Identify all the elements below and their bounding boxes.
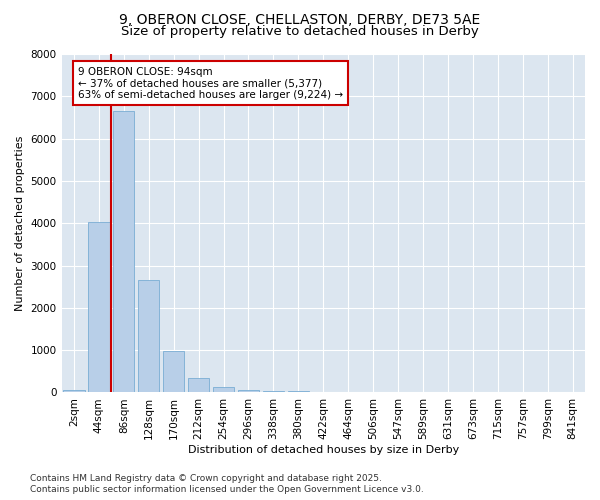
Y-axis label: Number of detached properties: Number of detached properties <box>15 136 25 311</box>
X-axis label: Distribution of detached houses by size in Derby: Distribution of detached houses by size … <box>188 445 459 455</box>
Text: 9 OBERON CLOSE: 94sqm
← 37% of detached houses are smaller (5,377)
63% of semi-d: 9 OBERON CLOSE: 94sqm ← 37% of detached … <box>78 66 343 100</box>
Text: Size of property relative to detached houses in Derby: Size of property relative to detached ho… <box>121 25 479 38</box>
Bar <box>64 390 85 392</box>
Bar <box>288 391 309 392</box>
Bar <box>238 390 259 392</box>
Bar <box>213 387 234 392</box>
Text: 9, OBERON CLOSE, CHELLASTON, DERBY, DE73 5AE: 9, OBERON CLOSE, CHELLASTON, DERBY, DE73… <box>119 12 481 26</box>
Bar <box>163 351 184 393</box>
Bar <box>138 280 160 392</box>
Bar <box>263 390 284 392</box>
Text: Contains HM Land Registry data © Crown copyright and database right 2025.
Contai: Contains HM Land Registry data © Crown c… <box>30 474 424 494</box>
Bar <box>188 378 209 392</box>
Bar <box>113 111 134 392</box>
Bar <box>88 222 110 392</box>
